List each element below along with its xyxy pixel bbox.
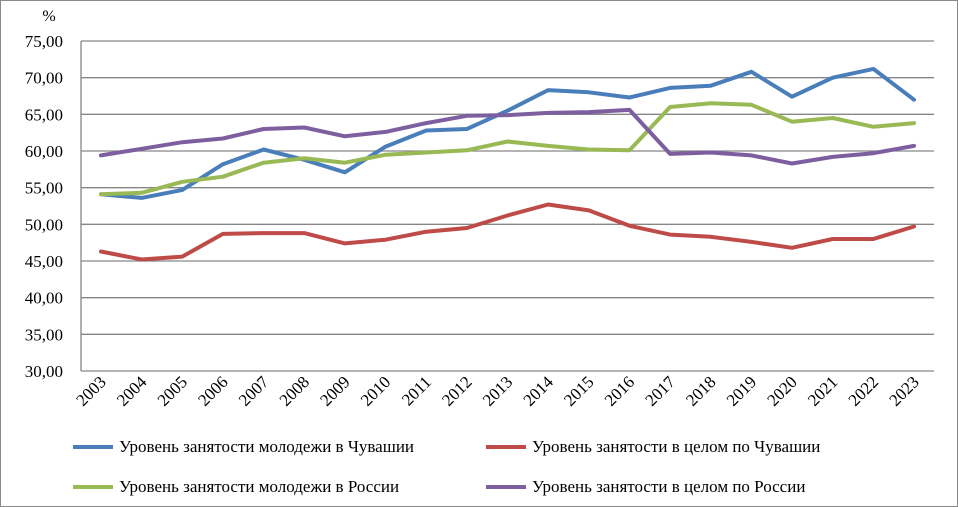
x-tick-label: 2006 [194,372,231,409]
legend-swatch [73,445,113,449]
legend-label: Уровень занятости молодежи в России [119,477,400,496]
legend-swatch [73,485,113,489]
y-tick-label: 60,00 [25,142,63,161]
legend-swatch [486,445,526,449]
legend-label: Уровень занятости молодежи в Чувашии [119,437,415,456]
legend-item-2: Уровень занятости молодежи в России [73,477,399,497]
y-tick-label: 40,00 [25,289,63,308]
x-tick-label: 2003 [72,372,109,409]
legend-label: Уровень занятости в целом по России [532,477,806,496]
x-tick-label: 2011 [398,372,435,409]
legend-item-0: Уровень занятости молодежи в Чувашии [73,437,414,457]
x-tick-label: 2020 [763,372,800,409]
series-line-0 [99,66,916,200]
x-tick-label: 2005 [154,372,191,409]
y-tick-label: 35,00 [25,325,63,344]
series-line-1 [99,202,916,262]
x-tick-label: 2022 [845,372,882,409]
y-tick-label: 30,00 [25,362,63,381]
y-axis-unit-label: % [42,8,55,25]
x-tick-label: 2023 [885,372,922,409]
y-tick-label: 50,00 [25,215,63,234]
x-tick-label: 2009 [316,372,353,409]
x-tick-label: 2017 [641,372,679,410]
legend-label: Уровень занятости в целом по Чувашии [532,437,821,456]
legend-swatch [486,485,526,489]
x-tick-label: 2007 [235,372,273,410]
x-tick-label: 2015 [560,372,597,409]
y-tick-label: 75,00 [25,32,63,51]
x-tick-label: 2012 [438,372,475,409]
legend-item-1: Уровень занятости в целом по Чувашии [486,437,820,457]
y-tick-label: 65,00 [25,105,63,124]
series-line-2 [99,101,916,197]
y-tick-label: 55,00 [25,179,63,198]
x-tick-label: 2013 [479,372,516,409]
x-tick-label: 2010 [357,372,394,409]
x-tick-label: 2008 [276,372,313,409]
x-tick-label: 2014 [520,372,558,410]
x-tick-label: 2004 [113,372,151,410]
x-tick-label: 2018 [682,372,719,409]
y-tick-label: 70,00 [25,69,63,88]
y-tick-label: 45,00 [25,252,63,271]
x-tick-label: 2016 [601,372,638,409]
series-line-3 [99,107,916,166]
legend-item-3: Уровень занятости в целом по России [486,477,805,497]
x-tick-label: 2021 [804,372,841,409]
x-tick-label: 2019 [723,372,760,409]
